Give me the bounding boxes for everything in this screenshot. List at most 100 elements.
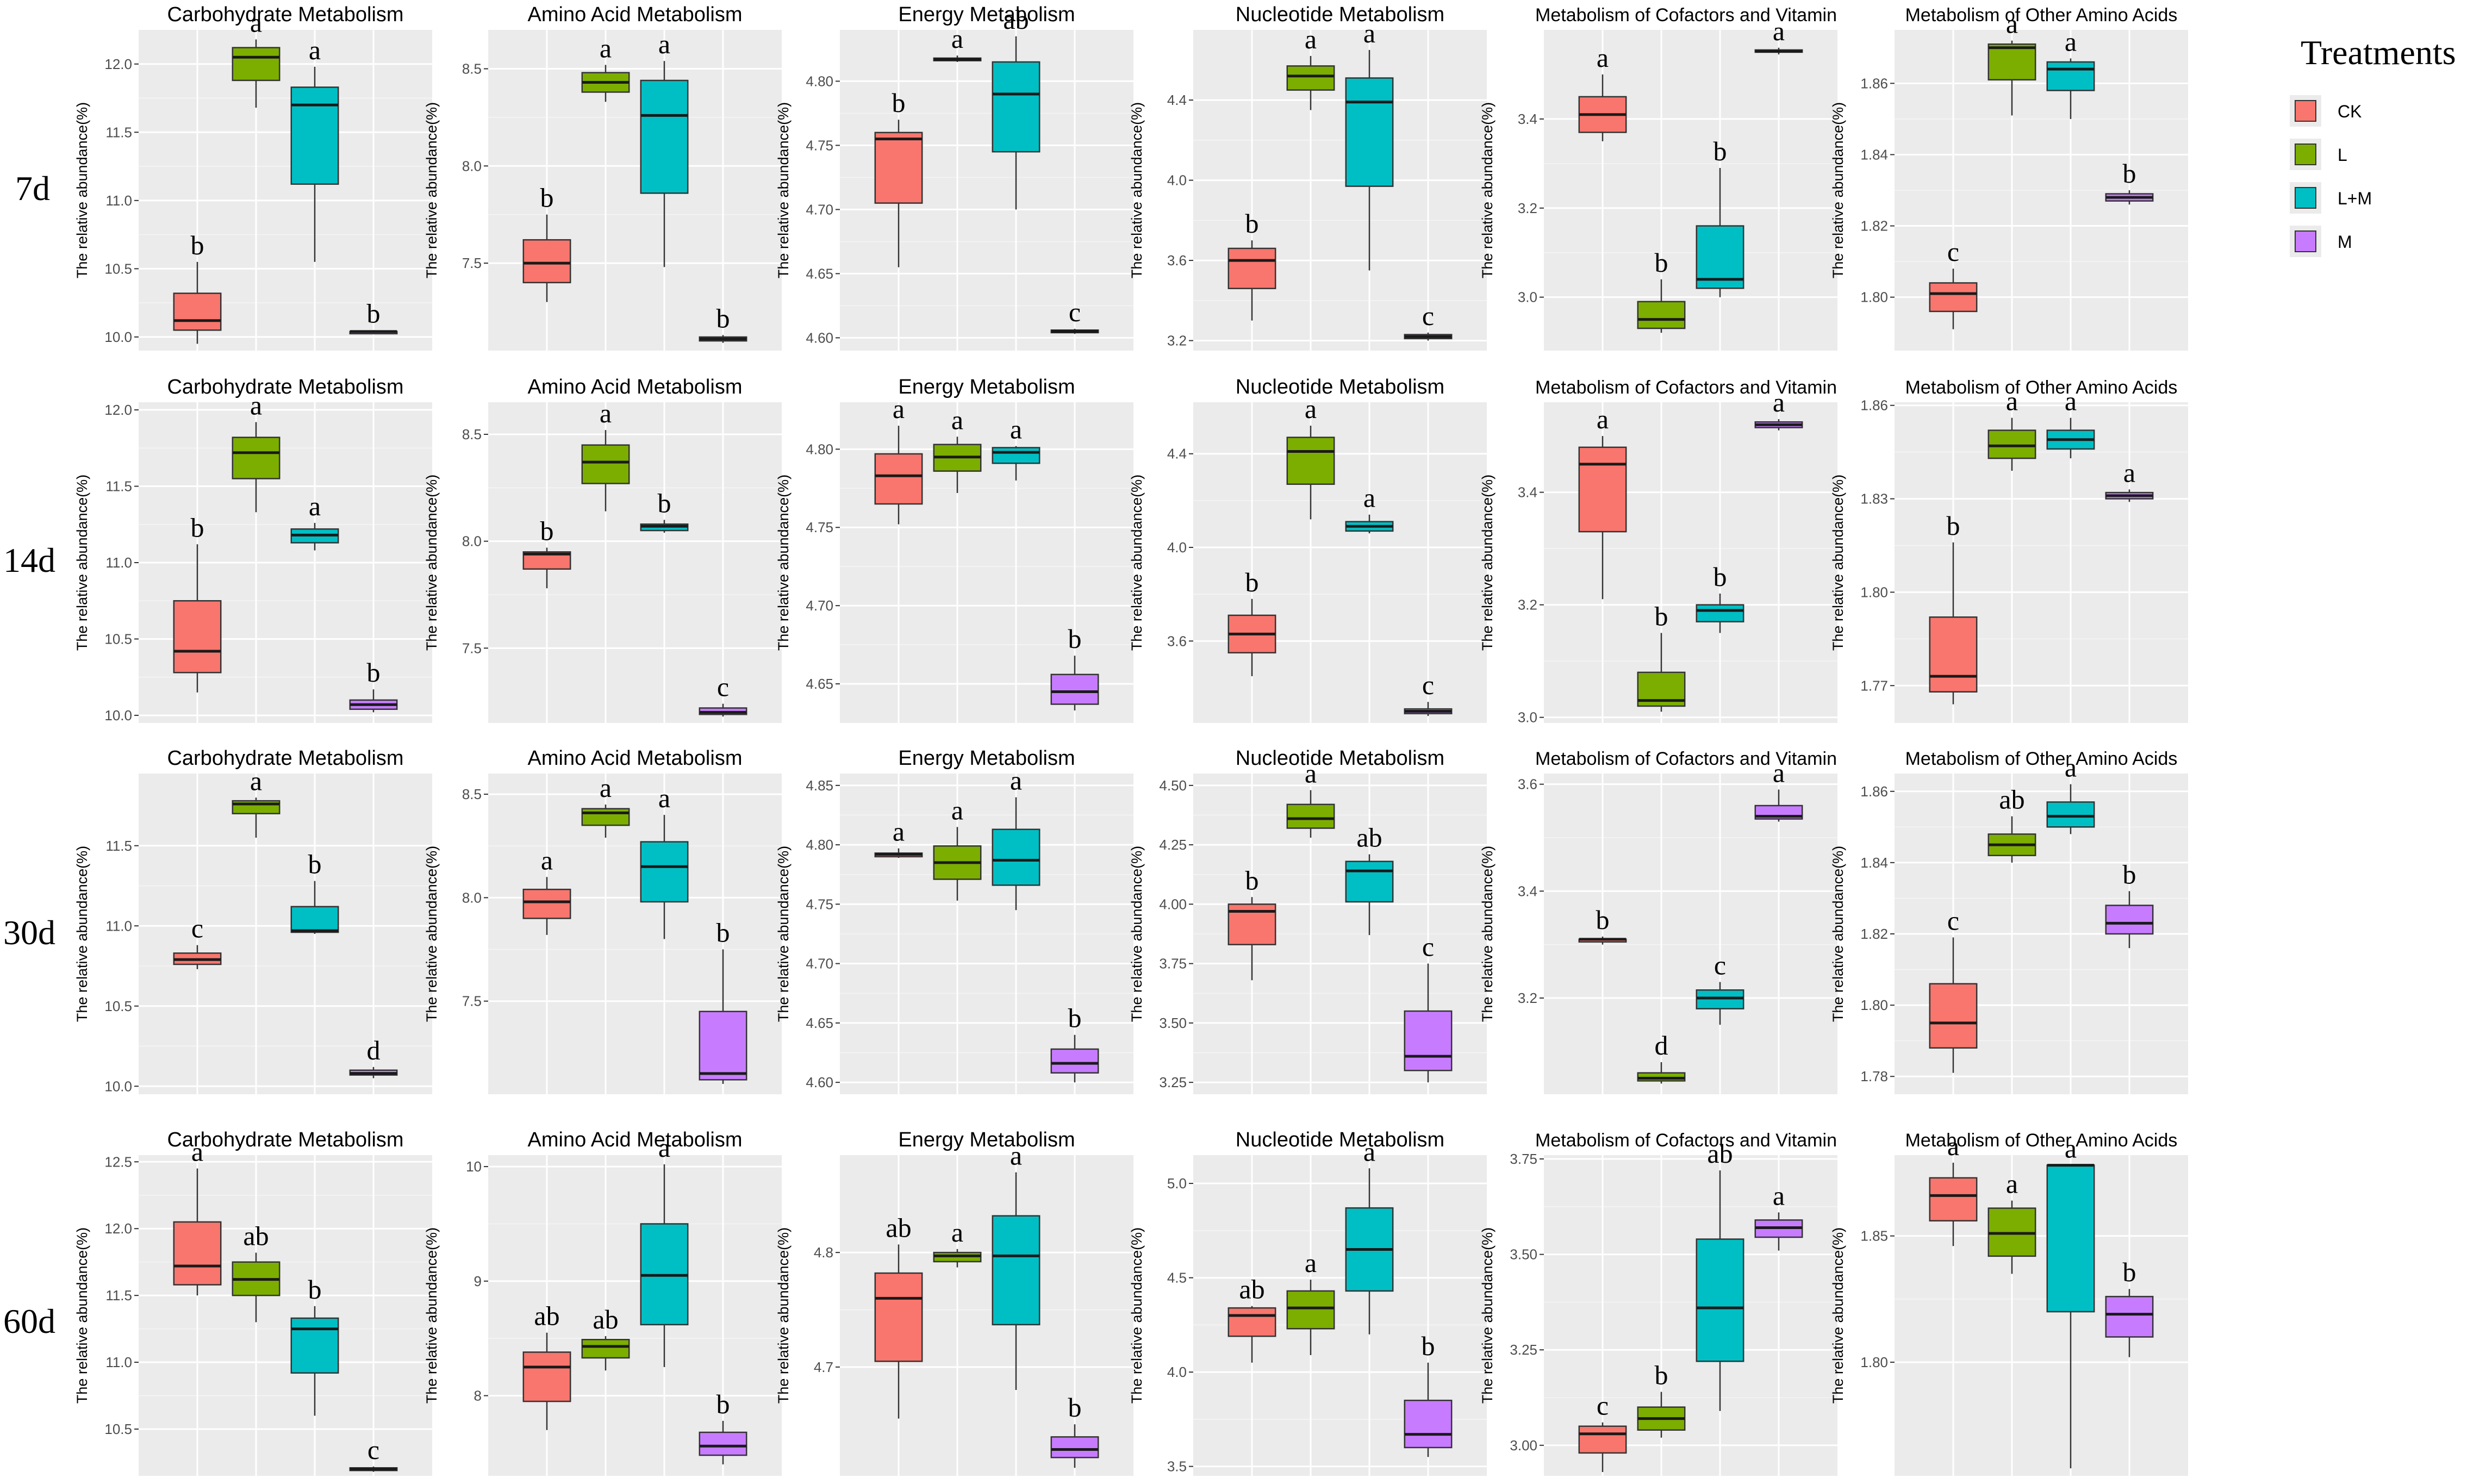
y-axis-label: The relative abundance(%)	[1129, 846, 1145, 1022]
box-iqr	[1696, 1238, 1744, 1362]
box-M: b	[1050, 623, 1099, 710]
y-tick-label: 1.82	[1860, 926, 1888, 942]
box-CK: c	[1578, 1391, 1627, 1472]
legend-swatch	[2295, 230, 2316, 252]
significance-letter: a	[2006, 1169, 2018, 1199]
significance-letter: a	[1773, 758, 1785, 788]
box-CK: b	[173, 230, 222, 344]
box-iqr	[1696, 225, 1744, 289]
box-L: d	[1637, 1030, 1686, 1084]
y-tick-label: 3.0	[1518, 709, 1537, 726]
y-tick-label: 3.2	[1518, 200, 1537, 216]
box-CK: b	[522, 515, 571, 589]
box-iqr	[2046, 1164, 2095, 1313]
box-M: b	[1404, 1331, 1453, 1457]
y-tick-label: 11.5	[105, 838, 132, 854]
y-axis-label: The relative abundance(%)	[1830, 102, 1846, 278]
box-iqr	[1286, 437, 1335, 485]
significance-letter: b	[1245, 208, 1259, 239]
panel-0-0: 10.0 10.5 11.0 11.5 12.0 b a a b Carbohydrate Met…	[74, 3, 432, 351]
box-iqr	[2046, 801, 2095, 828]
box-M: b	[349, 657, 398, 713]
y-tick-label: 10.0	[104, 1078, 132, 1094]
panel-title: Amino Acid Metabolism	[528, 3, 743, 26]
box-M: c	[1404, 670, 1453, 716]
significance-letter: a	[191, 1137, 203, 1167]
y-tick-label: 4.4	[1167, 446, 1187, 462]
panel-title: Metabolism of Cofactors and Vitamins	[1535, 5, 1846, 26]
box-CK: b	[1227, 567, 1276, 676]
box-iqr	[522, 888, 571, 919]
significance-letter: a	[2006, 386, 2018, 416]
y-axis-label: The relative abundance(%)	[1830, 475, 1846, 651]
y-axis-label: The relative abundance(%)	[1479, 475, 1496, 651]
significance-letter: b	[1068, 1003, 1082, 1033]
significance-letter: b	[2123, 859, 2136, 889]
box-iqr	[992, 61, 1040, 153]
panel-2-0: 10.0 10.5 11.0 11.5 c a b d Carbohydrate Metabol…	[74, 747, 432, 1094]
y-tick-label: 3.50	[1510, 1246, 1537, 1263]
significance-letter: b	[1655, 601, 1668, 631]
significance-letter: b	[716, 918, 730, 948]
significance-letter: a	[600, 33, 612, 63]
box-CK: b	[522, 183, 571, 302]
box-M: c	[699, 672, 747, 717]
y-tick-label: 4.0	[1167, 1364, 1187, 1380]
panel-2-1: 7.5 8.0 8.5 a a a b Amino Acid Metabolism The re…	[423, 747, 782, 1094]
y-tick-label: 3.5	[1167, 1458, 1187, 1475]
legend-label: L	[2338, 145, 2347, 165]
box-iqr	[992, 447, 1040, 464]
box-L+M: a	[992, 765, 1040, 911]
box-CK: b	[173, 512, 222, 693]
significance-letter: a	[2006, 9, 2018, 39]
box-iqr	[173, 292, 222, 331]
significance-letter: b	[1713, 136, 1727, 166]
y-axis-label: The relative abundance(%)	[1129, 475, 1145, 651]
box-iqr	[522, 1351, 571, 1402]
significance-letter: b	[308, 1274, 322, 1305]
box-M: b	[1050, 1003, 1099, 1083]
box-iqr	[173, 600, 222, 674]
box-M: b	[1050, 1392, 1099, 1468]
y-tick-label: 1.80	[1860, 997, 1888, 1013]
y-tick-label: 3.6	[1518, 776, 1537, 793]
y-tick-label: 3.2	[1518, 990, 1537, 1006]
significance-letter: a	[309, 491, 321, 521]
panel-title: Metabolism of Cofactors and Vitamins	[1535, 377, 1846, 398]
significance-letter: b	[540, 515, 554, 546]
box-CK: ab	[874, 1212, 923, 1419]
panel-title: Energy Metabolism	[898, 747, 1075, 770]
y-tick-label: 10.0	[104, 707, 132, 724]
significance-letter: b	[1655, 1360, 1668, 1390]
y-axis-label: The relative abundance(%)	[74, 1227, 90, 1404]
box-CK: b	[1578, 905, 1627, 945]
box-M: c	[349, 1435, 398, 1472]
y-tick-label: 12.5	[104, 1153, 132, 1170]
box-iqr	[1404, 1010, 1453, 1071]
box-iqr	[290, 906, 339, 933]
box-CK: b	[1227, 208, 1276, 321]
y-axis-label: The relative abundance(%)	[423, 475, 440, 651]
y-tick-label: 3.2	[1167, 333, 1187, 349]
box-L: ab	[232, 1220, 281, 1323]
box-iqr	[699, 1431, 747, 1456]
y-axis-label: The relative abundance(%)	[775, 846, 792, 1022]
plot-background	[1544, 774, 1837, 1094]
y-tick-label: 3.4	[1518, 484, 1537, 501]
box-L: b	[1637, 601, 1686, 712]
panel-1-2: 4.65 4.70 4.75 4.80 a a a b Energy Metabolism The…	[775, 376, 1133, 723]
y-tick-label: 4.75	[806, 896, 833, 912]
box-M: b	[699, 1389, 747, 1464]
box-iqr	[1637, 301, 1686, 329]
box-iqr	[232, 437, 281, 479]
significance-letter: ab	[593, 1304, 618, 1335]
box-L+M: a	[2046, 752, 2095, 834]
panel-title: Carbohydrate Metabolism	[167, 3, 403, 26]
y-axis-label: The relative abundance(%)	[423, 102, 440, 278]
box-iqr	[581, 444, 630, 484]
significance-letter: d	[367, 1035, 381, 1065]
y-axis-label: The relative abundance(%)	[1830, 846, 1846, 1022]
y-tick-label: 4.80	[806, 441, 833, 457]
panel-title: Energy Metabolism	[898, 3, 1075, 26]
